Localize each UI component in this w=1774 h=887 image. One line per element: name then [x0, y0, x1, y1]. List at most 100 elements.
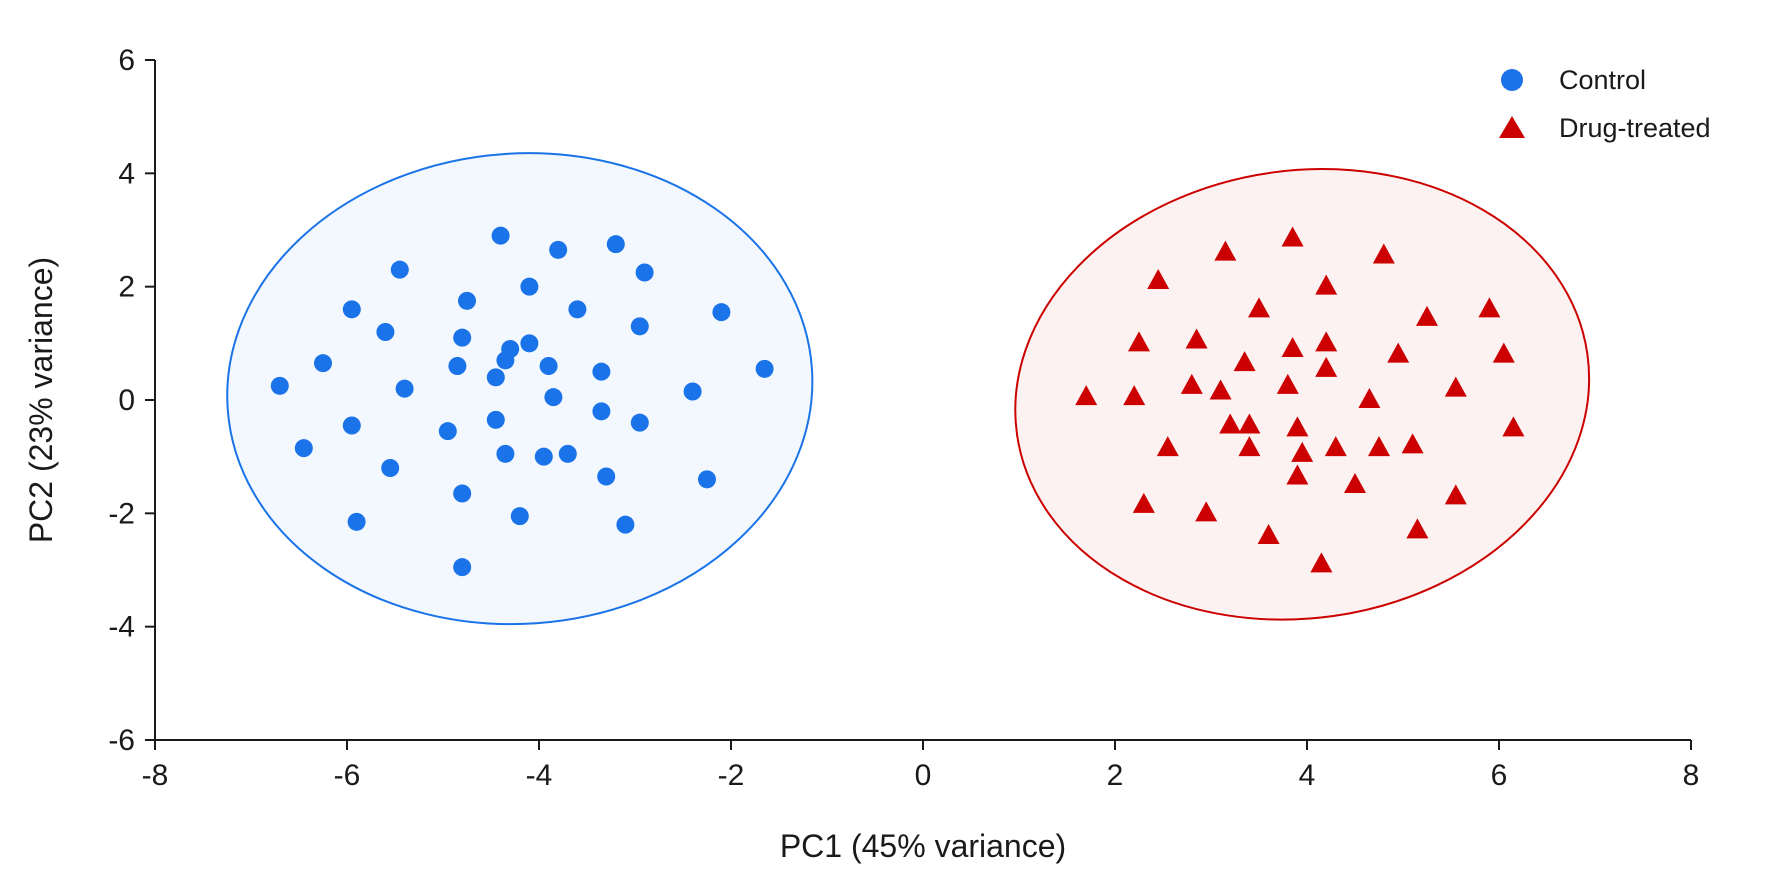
- control-point: [683, 382, 702, 401]
- control-point: [342, 300, 361, 319]
- drug-treated-confidence-ellipse: [1014, 168, 1591, 621]
- legend: Control Drug-treated: [1499, 65, 1711, 143]
- control-point: [486, 368, 505, 387]
- control-point: [520, 277, 539, 296]
- x-tick-label: 8: [1683, 759, 1700, 792]
- control-point: [712, 303, 731, 322]
- drug-treated-point: [1444, 376, 1467, 397]
- control-point: [496, 444, 515, 463]
- control-point: [448, 357, 467, 375]
- legend-control-label: Control: [1559, 65, 1646, 95]
- control-point: [592, 402, 611, 421]
- drug-treated-point: [1185, 328, 1208, 349]
- x-tick-label: -6: [334, 759, 361, 792]
- drug-treated-point: [1233, 351, 1256, 372]
- control-point: [294, 439, 313, 458]
- drug-treated-point: [1406, 518, 1429, 539]
- drug-treated-point: [1315, 274, 1338, 295]
- control-point: [314, 354, 332, 373]
- drug-treated-point: [1502, 416, 1525, 437]
- drug-treated-point: [1195, 501, 1218, 522]
- drug-treated-point: [1238, 436, 1261, 457]
- drug-treated-point: [1281, 226, 1304, 247]
- drug-treated-point: [1416, 305, 1438, 326]
- drug-treated-point: [1315, 356, 1338, 377]
- control-point: [491, 226, 510, 245]
- drug-treated-point: [1257, 524, 1280, 544]
- control-point: [453, 484, 472, 503]
- drug-treated-point: [1344, 473, 1366, 493]
- control-point: [453, 328, 472, 347]
- control-point: [539, 357, 558, 375]
- control-point: [544, 388, 563, 407]
- drug-treated-point: [1075, 385, 1098, 406]
- drug-treated-point: [1368, 436, 1390, 457]
- control-point: [510, 507, 529, 526]
- x-tick-label: -4: [526, 759, 553, 792]
- drug-treated-point: [1214, 240, 1237, 261]
- drug-treated-point: [1492, 342, 1515, 363]
- drug-treated-point: [1123, 385, 1146, 406]
- drug-treated-point: [1444, 484, 1467, 505]
- y-tick-label: 2: [118, 271, 135, 304]
- drug-treated-point: [1248, 297, 1270, 318]
- x-tick-label: 2: [1107, 759, 1124, 792]
- control-point: [453, 558, 472, 577]
- control-point: [270, 376, 289, 395]
- control-point: [347, 512, 366, 531]
- drug-treated-point: [1310, 552, 1333, 573]
- control-confidence-ellipse: [226, 152, 814, 626]
- drug-treated-point: [1315, 331, 1338, 352]
- drug-treated-point: [1276, 373, 1299, 394]
- control-point: [592, 362, 611, 381]
- y-tick-label: 4: [118, 157, 135, 190]
- drug-treated-point: [1219, 413, 1242, 434]
- drug-treated-point: [1387, 342, 1410, 363]
- control-point: [534, 447, 553, 466]
- legend-control-marker: [1501, 69, 1523, 91]
- drug-treated-point: [1209, 379, 1232, 400]
- drug-treated-point: [1291, 441, 1314, 462]
- control-point: [458, 291, 476, 310]
- control-point: [698, 470, 716, 489]
- drug-treated-point: [1286, 416, 1309, 437]
- control-point: [630, 317, 649, 336]
- legend-drug-treated-label: Drug-treated: [1559, 113, 1711, 143]
- x-tick-label: 0: [915, 759, 932, 792]
- y-tick-label: 6: [118, 44, 135, 77]
- drug-treated-point: [1238, 413, 1261, 434]
- drug-treated-point: [1180, 373, 1203, 394]
- y-ticks: -6 -4 -2 0 2 4 6: [108, 44, 155, 757]
- control-point: [496, 351, 515, 370]
- drug-treated-point: [1281, 337, 1304, 357]
- x-axis-title: PC1 (45% variance): [780, 828, 1066, 864]
- control-point: [549, 240, 568, 259]
- control-point: [635, 263, 654, 282]
- legend-drug-treated-marker: [1499, 116, 1525, 138]
- x-tick-label: 4: [1299, 759, 1316, 792]
- x-ticks: -8 -6 -4 -2 0 2 4 6 8: [142, 740, 1700, 792]
- y-tick-label: -6: [108, 724, 135, 757]
- drug-treated-point: [1132, 492, 1155, 513]
- control-point: [558, 444, 577, 463]
- control-point: [486, 410, 505, 429]
- drug-treated-point: [1372, 243, 1395, 264]
- x-tick-label: -8: [142, 759, 169, 792]
- drug-treated-point: [1401, 433, 1424, 454]
- control-point: [342, 416, 361, 435]
- control-point: [438, 422, 457, 441]
- drug-treated-point: [1128, 331, 1150, 352]
- control-point: [755, 359, 774, 378]
- y-axis-title: PC2 (23% variance): [23, 257, 59, 543]
- y-tick-label: -2: [108, 497, 135, 530]
- x-tick-label: 6: [1491, 759, 1508, 792]
- drug-treated-point: [1147, 269, 1170, 289]
- x-tick-label: -2: [718, 759, 745, 792]
- control-point: [597, 467, 616, 486]
- control-point: [381, 459, 400, 477]
- control-point: [520, 334, 539, 353]
- control-point: [395, 379, 414, 398]
- control-point: [568, 300, 587, 319]
- drug-treated-point: [1286, 464, 1309, 485]
